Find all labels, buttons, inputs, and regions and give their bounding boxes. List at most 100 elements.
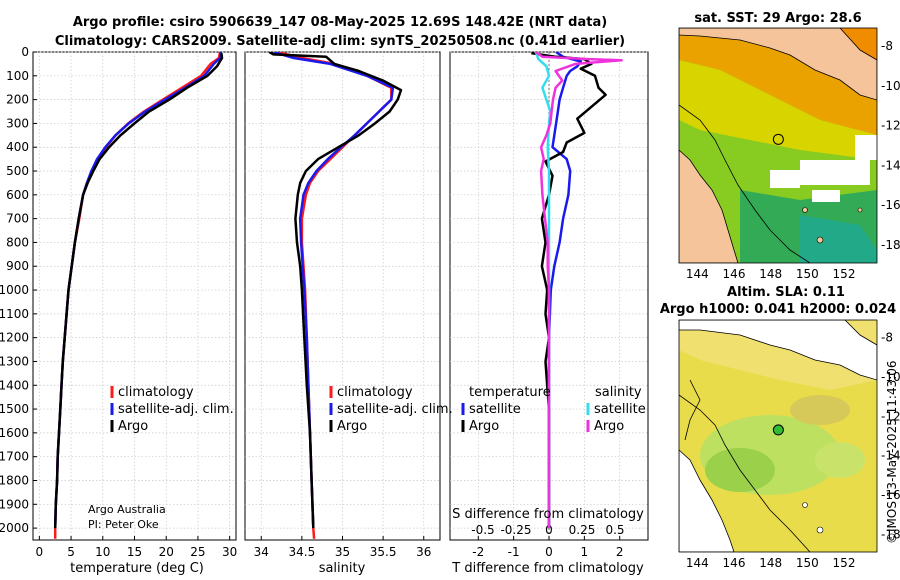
salinity-panel bbox=[244, 51, 441, 541]
map-y-tick-label: -18 bbox=[881, 238, 900, 252]
map-y-tick-label: -16 bbox=[881, 198, 900, 212]
legend-label-satellite: satellite-adj. clim. bbox=[337, 402, 453, 417]
temperature-xlabel: temperature (deg C) bbox=[70, 561, 204, 576]
legend-label-satellite: satellite-adj. clim. bbox=[118, 402, 234, 417]
y-tick-label: 1400 bbox=[0, 378, 29, 392]
map-x-tick-label: 152 bbox=[833, 267, 856, 281]
x-tick-label: 36 bbox=[416, 545, 431, 559]
sla-green-patch bbox=[815, 442, 865, 478]
x-tick-label: 25 bbox=[190, 545, 205, 559]
sst-cloud-gap bbox=[855, 135, 877, 160]
map-x-tick-label: 152 bbox=[833, 556, 856, 570]
legend-label-s-satellite: satellite bbox=[594, 402, 646, 417]
t-difference-xlabel: T difference from climatology bbox=[451, 561, 644, 576]
map-x-tick-label: 150 bbox=[796, 267, 819, 281]
temperature-legend: climatology satellite-adj. clim. Argo bbox=[110, 385, 234, 434]
sla-float-marker bbox=[772, 424, 784, 436]
y-tick-label: 400 bbox=[6, 140, 29, 154]
map-x-tick-label: 148 bbox=[759, 556, 782, 570]
s-difference-xlabel: S difference from climatology bbox=[452, 507, 644, 522]
map-y-tick-label: -12 bbox=[881, 409, 900, 423]
x-tick-label: 34.5 bbox=[289, 545, 316, 559]
sla-contour bbox=[679, 394, 811, 552]
y-tick-label: 800 bbox=[6, 235, 29, 249]
sla-map-frame bbox=[678, 319, 878, 553]
map-y-tick-label: -12 bbox=[881, 119, 900, 133]
grid-layer bbox=[33, 51, 648, 540]
series-line-t-satellite bbox=[547, 52, 583, 529]
header-line1: Argo profile: csiro 5906639_147 08-May-2… bbox=[73, 15, 607, 30]
legend-label-climatology: climatology bbox=[118, 385, 194, 400]
map-x-tick-label: 150 bbox=[796, 556, 819, 570]
s-tick-label: 0.5 bbox=[605, 523, 624, 537]
x-tick-label: 2 bbox=[616, 545, 624, 559]
legend-title-salinity: salinity bbox=[595, 385, 642, 400]
x-tick-label: -1 bbox=[508, 545, 520, 559]
sla-contour bbox=[684, 379, 701, 441]
series-line-s-argo bbox=[535, 52, 623, 529]
sst-land-australia bbox=[679, 149, 739, 263]
y-tick-label: 300 bbox=[6, 116, 29, 130]
sla-map-title-2: Argo h1000: 0.041 h2000: 0.024 bbox=[660, 302, 896, 317]
tick-layer: 0 5 10 15 20 25 300100200300400500600700800900… bbox=[0, 39, 900, 570]
map-y-tick-label: -10 bbox=[881, 370, 900, 384]
sla-land-png bbox=[679, 320, 877, 381]
x-tick-label: 5 bbox=[67, 545, 75, 559]
header-line2: Climatology: CARS2009. Satellite-adj cli… bbox=[55, 34, 625, 49]
sst-float-marker bbox=[772, 133, 784, 145]
sst-cloud-gap bbox=[770, 170, 800, 188]
sst-map-title: sat. SST: 29 Argo: 28.6 bbox=[694, 11, 861, 26]
x-tick-label: 10 bbox=[95, 545, 110, 559]
series-line-satellite-adj-clim- bbox=[273, 52, 395, 529]
map-y-tick-label: -18 bbox=[881, 527, 900, 541]
timestamp: ©IMOS 13-May-2025 11:43:06 bbox=[885, 360, 899, 544]
map-x-tick-label: 146 bbox=[723, 267, 746, 281]
series-group bbox=[531, 52, 623, 529]
x-tick-label: 0 bbox=[545, 545, 553, 559]
x-tick-label: 35 bbox=[335, 545, 350, 559]
series-line-argo bbox=[268, 52, 403, 529]
legend-label-argo: Argo bbox=[337, 419, 367, 434]
legend-label-t-argo: Argo bbox=[469, 419, 499, 434]
x-tick-label: 15 bbox=[127, 545, 142, 559]
sst-land-png bbox=[679, 28, 877, 101]
y-tick-label: 1900 bbox=[0, 497, 29, 511]
y-tick-label: 2000 bbox=[0, 521, 29, 535]
y-tick-label: 1100 bbox=[0, 307, 29, 321]
sla-land-australia bbox=[679, 449, 735, 552]
map-x-tick-label: 144 bbox=[686, 556, 709, 570]
y-tick-label: 700 bbox=[6, 212, 29, 226]
y-tick-label: 1000 bbox=[0, 283, 29, 297]
s-tick-label: -0.25 bbox=[500, 523, 531, 537]
sst-island bbox=[802, 207, 808, 213]
y-tick-label: 1200 bbox=[0, 331, 29, 345]
s-tick-label: -0.5 bbox=[471, 523, 494, 537]
x-tick-label: 1 bbox=[581, 545, 589, 559]
x-tick-label: 20 bbox=[159, 545, 174, 559]
s-tick-label: 0 bbox=[545, 523, 553, 537]
legend-label-argo: Argo bbox=[118, 419, 148, 434]
y-tick-label: 500 bbox=[6, 164, 29, 178]
x-tick-label: 0 bbox=[36, 545, 44, 559]
y-tick-label: 1800 bbox=[0, 473, 29, 487]
legend-title-temperature: temperature bbox=[469, 385, 551, 400]
sst-teal-south bbox=[800, 215, 877, 263]
x-tick-label: 34 bbox=[254, 545, 269, 559]
map-x-tick-label: 148 bbox=[759, 267, 782, 281]
legend-label-climatology: climatology bbox=[337, 385, 413, 400]
series-layer bbox=[53, 52, 623, 539]
sla-olive-patch bbox=[790, 395, 850, 425]
sst-contour bbox=[679, 104, 811, 263]
map-y-tick-label: -14 bbox=[881, 449, 900, 463]
series-group bbox=[53, 52, 224, 539]
map-y-tick-label: -8 bbox=[881, 331, 893, 345]
sst-cloud-gap bbox=[812, 190, 840, 202]
map-x-tick-label: 146 bbox=[723, 556, 746, 570]
map-y-tick-label: -14 bbox=[881, 158, 900, 172]
legend-label-s-argo: Argo bbox=[594, 419, 624, 434]
sst-map-frame bbox=[678, 27, 878, 264]
series-group bbox=[268, 52, 403, 539]
sst-island bbox=[816, 236, 824, 244]
sst-yellow-band bbox=[679, 60, 877, 160]
